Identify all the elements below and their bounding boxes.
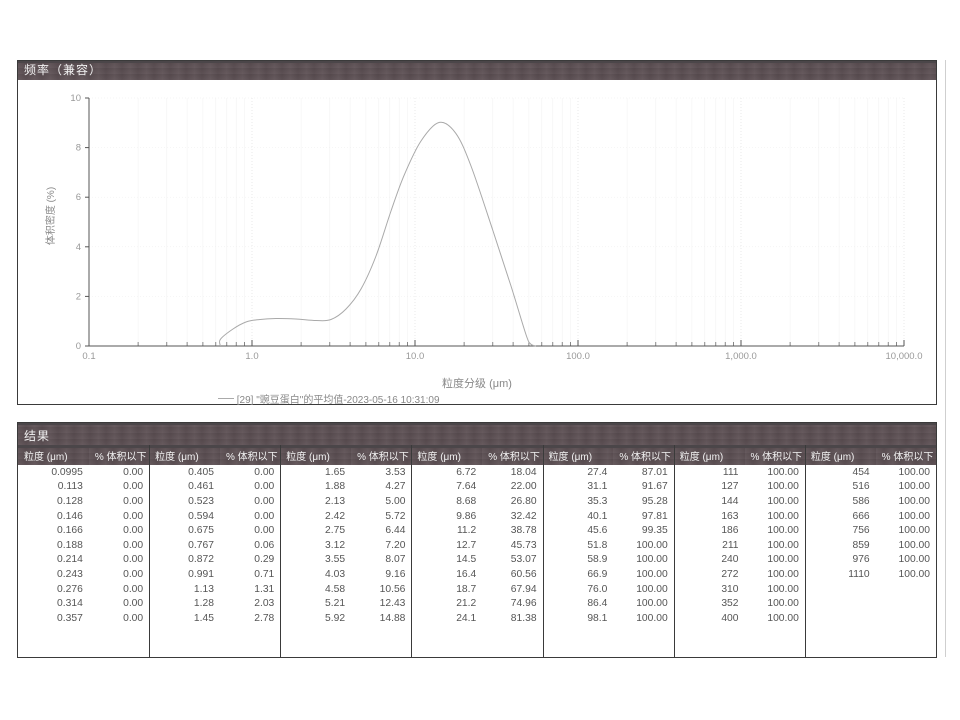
svg-text:10: 10 bbox=[70, 93, 81, 104]
svg-text:0.1: 0.1 bbox=[82, 351, 95, 362]
svg-text:6: 6 bbox=[76, 192, 81, 203]
svg-text:4: 4 bbox=[76, 242, 81, 253]
svg-text:8: 8 bbox=[76, 143, 81, 154]
svg-text:100.0: 100.0 bbox=[566, 351, 590, 362]
svg-text:2: 2 bbox=[76, 291, 81, 302]
svg-text:1.0: 1.0 bbox=[245, 351, 258, 362]
svg-text:0: 0 bbox=[76, 341, 81, 352]
svg-text:10,000.0: 10,000.0 bbox=[886, 351, 923, 362]
svg-text:10.0: 10.0 bbox=[406, 351, 425, 362]
svg-text:1,000.0: 1,000.0 bbox=[725, 351, 757, 362]
